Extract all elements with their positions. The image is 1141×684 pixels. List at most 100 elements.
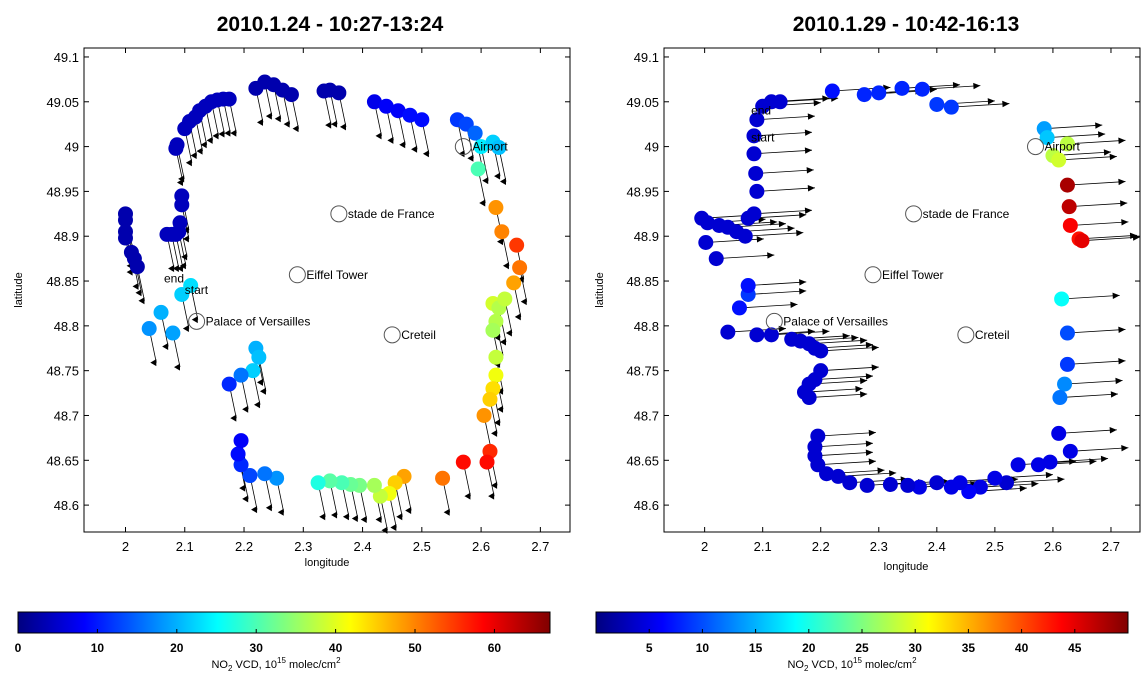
y-tick-label: 48.9	[54, 229, 79, 244]
no2-data-point	[746, 128, 762, 144]
colorbar-tick-label: 20	[802, 641, 816, 655]
colorbar-tick-label: 5	[646, 641, 653, 655]
no2-data-point	[512, 260, 528, 276]
right-start-end-markers: end start	[751, 104, 775, 145]
colorbar-tick-label: 0	[15, 641, 22, 655]
landmark-label: Palace of Versailles	[783, 314, 888, 328]
no2-data-point	[509, 237, 525, 253]
no2-data-point	[737, 228, 753, 244]
no2-data-point	[129, 259, 145, 275]
no2-data-point	[731, 300, 747, 316]
wind-arrow	[804, 385, 863, 393]
colorbar-tick-label: 50	[408, 641, 422, 655]
wind-arrow	[1064, 377, 1123, 385]
wind-arrow	[1067, 178, 1126, 186]
wind-arrow	[756, 113, 815, 121]
no2-data-point	[1062, 443, 1078, 459]
no2-data-point	[1059, 356, 1075, 372]
landmark-circle	[383, 326, 401, 344]
x-tick-label: 2.4	[928, 539, 946, 554]
wind-arrow	[1081, 234, 1141, 242]
wind-arrow	[1067, 358, 1126, 365]
no2-data-point	[233, 367, 249, 383]
wind-arrow	[817, 429, 876, 437]
wind-arrow	[755, 167, 814, 174]
x-tick-label: 2	[122, 539, 129, 554]
landmark: stade de France	[905, 205, 1010, 223]
no2-data-point	[497, 291, 513, 307]
y-tick-label: 48.8	[634, 319, 659, 334]
landmark-label: Eiffel Tower	[306, 268, 368, 282]
no2-data-point	[414, 112, 430, 128]
left-plot-area	[83, 47, 571, 533]
wind-arrow	[756, 185, 815, 192]
colorbar-tick-label: 40	[1015, 641, 1029, 655]
no2-data-point	[914, 81, 930, 97]
right-data-points	[694, 80, 1090, 500]
no2-data-point	[859, 477, 875, 493]
no2-data-point	[233, 433, 249, 449]
no2-data-point	[810, 428, 826, 444]
no2-data-point	[708, 251, 724, 267]
wind-arrow	[705, 236, 764, 243]
wind-arrow	[1067, 137, 1126, 145]
wind-arrow	[1044, 122, 1103, 130]
no2-data-point	[842, 475, 858, 491]
x-tick-label: 2.2	[235, 539, 253, 554]
colorbar-tick-label: 15	[749, 641, 763, 655]
no2-data-point	[987, 470, 1003, 486]
landmark-label: Eiffel Tower	[882, 268, 944, 282]
wind-arrow	[922, 82, 981, 90]
no2-data-point	[473, 139, 489, 155]
wind-arrow	[745, 229, 804, 237]
no2-data-point	[141, 321, 157, 337]
x-tick-label: 2.7	[531, 539, 549, 554]
wind-arrow	[771, 328, 830, 336]
no2-data-point	[1051, 152, 1067, 168]
right-y-ticks: 48.6 48.65 48.7 48.75 48.8 48.85 48.9 48.95 49 49…	[626, 50, 1140, 513]
wind-arrow	[814, 449, 874, 457]
x-tick-label: 2.6	[1044, 539, 1062, 554]
no2-data-point	[491, 139, 507, 155]
no2-data-point	[1059, 325, 1075, 341]
no2-data-point	[900, 477, 916, 493]
no2-data-point	[435, 470, 451, 486]
no2-data-point	[929, 475, 945, 491]
no2-data-point	[749, 183, 765, 199]
no2-data-point	[488, 349, 504, 365]
no2-data-point	[378, 98, 394, 114]
no2-data-point	[494, 224, 510, 240]
wind-arrow	[817, 458, 876, 466]
no2-data-point	[482, 391, 498, 407]
x-tick-label: 2.1	[754, 539, 772, 554]
colorbar-tick-label: 20	[170, 641, 184, 655]
no2-data-point	[813, 343, 829, 359]
y-tick-label: 49	[65, 140, 79, 155]
x-tick-label: 2.5	[986, 539, 1004, 554]
wind-arrow	[814, 440, 874, 448]
colorbar-tick-label: 30	[250, 641, 264, 655]
wind-arrow	[739, 301, 798, 309]
landmark-label: stade de France	[348, 207, 435, 221]
y-tick-label: 48.75	[626, 364, 659, 379]
no2-data-point	[242, 468, 258, 484]
landmark-label: Airport	[472, 140, 508, 154]
no2-data-point	[1059, 177, 1075, 193]
left-colorbar	[17, 611, 551, 634]
y-tick-label: 48.6	[54, 498, 79, 513]
landmark: Creteil	[383, 326, 436, 344]
no2-data-point	[700, 215, 716, 231]
colorbar-tick-label: 35	[962, 641, 976, 655]
landmark-circle	[288, 266, 306, 284]
y-tick-label: 49.05	[626, 95, 659, 110]
no2-data-point	[772, 94, 788, 110]
no2-data-point	[882, 476, 898, 492]
wind-arrow	[748, 288, 807, 295]
no2-data-point	[221, 376, 237, 392]
landmark-label: Creteil	[401, 328, 436, 342]
x-tick-label: 2.3	[870, 539, 888, 554]
no2-data-point	[476, 407, 492, 423]
x-tick-label: 2.6	[472, 539, 490, 554]
colorbar-tick-label: 60	[488, 641, 502, 655]
